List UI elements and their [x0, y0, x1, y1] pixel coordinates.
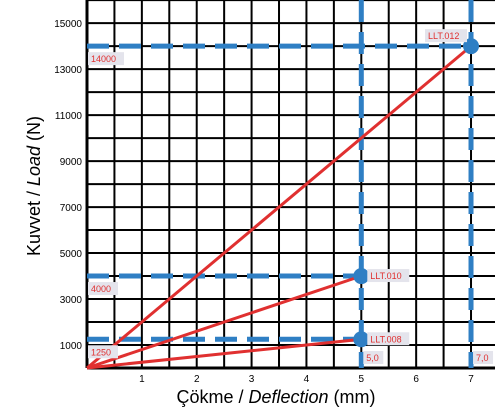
x-tick-label-7: 7: [468, 374, 474, 385]
series-line-LLT.012: [86, 44, 472, 370]
y-tick-label-11000: 11000: [55, 111, 83, 122]
x-tick-label-4: 4: [304, 374, 310, 385]
y-axis-tick-labels: 1000 3000 5000 7000 9000 11000 13000 15000: [54, 19, 82, 352]
x-tick-label-6: 6: [413, 374, 419, 385]
tag-LLT.010: LLT.010: [367, 269, 410, 283]
x-tick-label-3: 3: [249, 374, 255, 385]
tag-x-7,0-box: [473, 351, 494, 364]
tag-y-1250-box: [88, 345, 118, 359]
tag-x-7,0-text: 7,0: [476, 353, 489, 363]
y-axis-title: Kuvvet / Load (N): [24, 116, 44, 256]
tag-x-5,0: 5,0: [363, 351, 384, 364]
tag-LLT.008-text: LLT.008: [370, 334, 401, 344]
y-tick-label-3000: 3000: [60, 295, 83, 306]
y-tick-label-1000: 1000: [60, 341, 83, 352]
x-axis-tick-labels: 1 2 3 4 5 6 7: [139, 374, 474, 385]
tag-LLT.012: LLT.012: [425, 29, 468, 43]
reference-lines: [87, 0, 474, 368]
tag-LLT.012-text: LLT.012: [428, 31, 459, 41]
tag-y-1250-text: 1250: [91, 347, 111, 357]
marker-LLT.010: [353, 268, 370, 285]
y-tick-label-9000: 9000: [60, 157, 83, 168]
tag-x-5,0-box: [363, 351, 384, 364]
x-tick-label-1: 1: [139, 374, 145, 385]
tag-x-7,0: 7,0: [473, 351, 494, 364]
tag-x-5,0-text: 5,0: [366, 353, 379, 363]
x-tick-label-5: 5: [359, 374, 365, 385]
tag-y-14000: 14000: [88, 52, 124, 66]
y-tick-label-7000: 7000: [60, 203, 83, 214]
value-tags: 1250 4000 14000 LLT.008 LLT.010 LLT.012 5,0 7,0: [88, 29, 494, 364]
x-axis-title: Çökme / Deflection (mm): [176, 387, 375, 407]
tag-LLT.010-text: LLT.010: [370, 271, 401, 281]
tag-LLT.012-box: [425, 29, 468, 43]
tag-LLT.010-box: [367, 269, 410, 283]
tag-LLT.008: LLT.008: [367, 332, 410, 346]
y-tick-label-5000: 5000: [60, 249, 83, 260]
grid: [85, 0, 495, 370]
tag-y-14000-box: [88, 52, 124, 66]
x-tick-label-2: 2: [194, 374, 200, 385]
series-line-LLT.010: [86, 274, 362, 370]
y-tick-label-13000: 13000: [54, 65, 82, 76]
tag-LLT.008-box: [367, 332, 410, 346]
tag-y-4000: 4000: [88, 282, 118, 296]
y-tick-label-15000: 15000: [54, 19, 82, 30]
series-line-LLT.008: [86, 337, 362, 370]
tag-y-4000-box: [88, 282, 118, 296]
tag-y-14000-text: 14000: [91, 54, 116, 64]
tag-y-1250: 1250: [88, 345, 118, 359]
tag-y-4000-text: 4000: [91, 284, 111, 294]
series-lines: [86, 44, 472, 370]
marker-LLT.008: [353, 331, 370, 348]
